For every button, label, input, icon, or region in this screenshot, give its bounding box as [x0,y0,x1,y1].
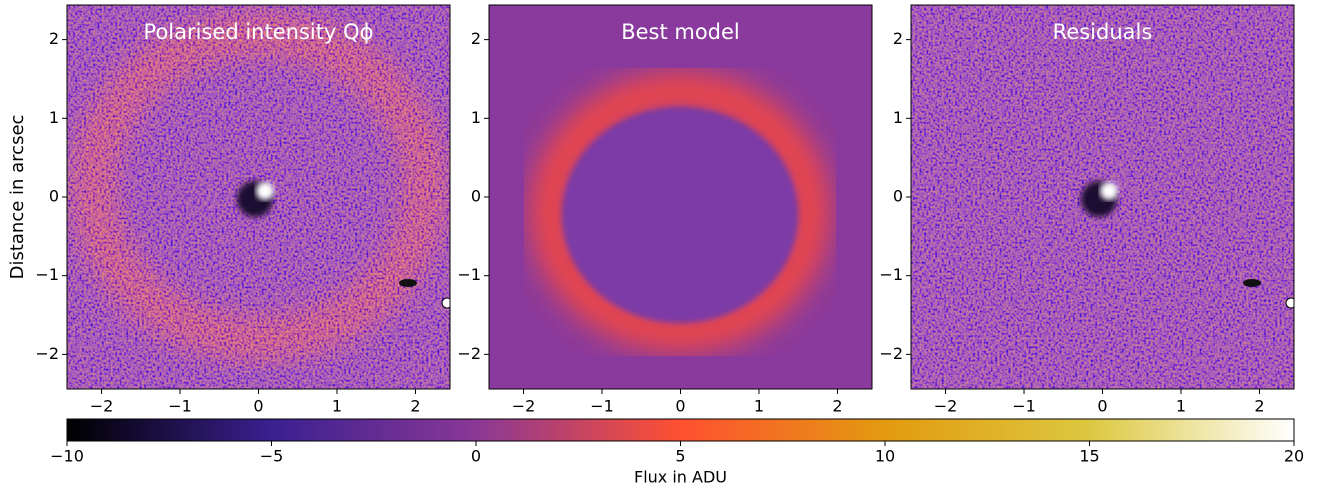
colorbar-tick-label: 10 [875,447,895,466]
companion-edge [1285,297,1294,309]
y-tick-label: 1 [49,108,59,127]
y-tick-label: 0 [893,187,903,206]
y-tick-label: 1 [893,108,903,127]
x-tick-label: −1 [168,397,192,416]
y-tick-label: 0 [49,187,59,206]
y-tick-label: 2 [471,29,481,48]
center-residue [256,182,274,200]
y-tick-label: −2 [35,344,59,363]
companion-edge [441,297,450,309]
colorbar [66,418,1295,442]
model-ring [533,75,827,349]
model-inner [562,107,798,323]
panel-title: Polarised intensity Qϕ [144,20,374,44]
y-tick-label: −2 [457,344,481,363]
x-tick-label: −1 [590,397,614,416]
y-tick-label: 2 [893,29,903,48]
x-tick-label: 2 [410,397,420,416]
center-residue [1100,182,1118,200]
colorbar-tick-label: 15 [1079,447,1099,466]
colorbar-tick-label: 20 [1284,447,1304,466]
colorbar-tick-label: −5 [260,447,284,466]
x-tick-label: −2 [90,397,114,416]
companion [399,279,417,287]
companion [1243,279,1261,287]
panel-title: Best model [621,20,740,44]
x-tick-label: 0 [253,397,263,416]
y-axis-label: Distance in arcsec [7,115,28,280]
x-tick-label: 2 [1254,397,1264,416]
image-panel [489,5,872,389]
x-tick-label: −2 [512,397,536,416]
x-tick-label: −2 [934,397,958,416]
x-tick-label: 1 [332,397,342,416]
x-tick-label: 0 [1097,397,1107,416]
panel-title: Residuals [1053,20,1153,44]
x-tick-label: 1 [1176,397,1186,416]
x-tick-label: 1 [754,397,764,416]
y-tick-label: −2 [879,344,903,363]
y-tick-label: −1 [879,265,903,284]
x-tick-label: 2 [832,397,842,416]
colorbar-tick-label: 5 [675,447,685,466]
image-panel [67,5,450,389]
colorbar-tick-label: −10 [50,447,84,466]
y-tick-label: −1 [35,265,59,284]
x-tick-label: −1 [1012,397,1036,416]
x-tick-label: 0 [675,397,685,416]
y-tick-label: −1 [457,265,481,284]
y-tick-label: 2 [49,29,59,48]
y-tick-label: 1 [471,108,481,127]
colorbar-tick-label: 0 [471,447,481,466]
colorbar-label: Flux in ADU [634,468,727,487]
image-panel [911,5,1294,389]
y-tick-label: 0 [471,187,481,206]
